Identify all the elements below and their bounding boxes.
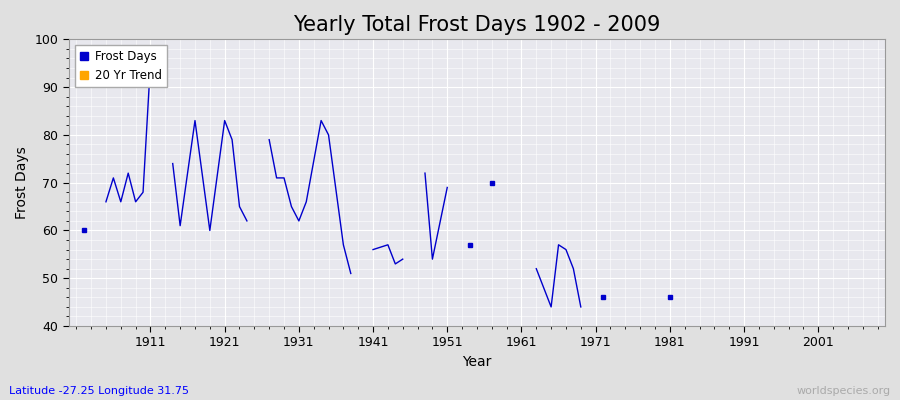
Text: worldspecies.org: worldspecies.org	[796, 386, 891, 396]
Legend: Frost Days, 20 Yr Trend: Frost Days, 20 Yr Trend	[75, 45, 166, 86]
Title: Yearly Total Frost Days 1902 - 2009: Yearly Total Frost Days 1902 - 2009	[293, 15, 661, 35]
Text: Latitude -27.25 Longitude 31.75: Latitude -27.25 Longitude 31.75	[9, 386, 189, 396]
X-axis label: Year: Year	[463, 355, 491, 369]
Y-axis label: Frost Days: Frost Days	[15, 146, 29, 219]
